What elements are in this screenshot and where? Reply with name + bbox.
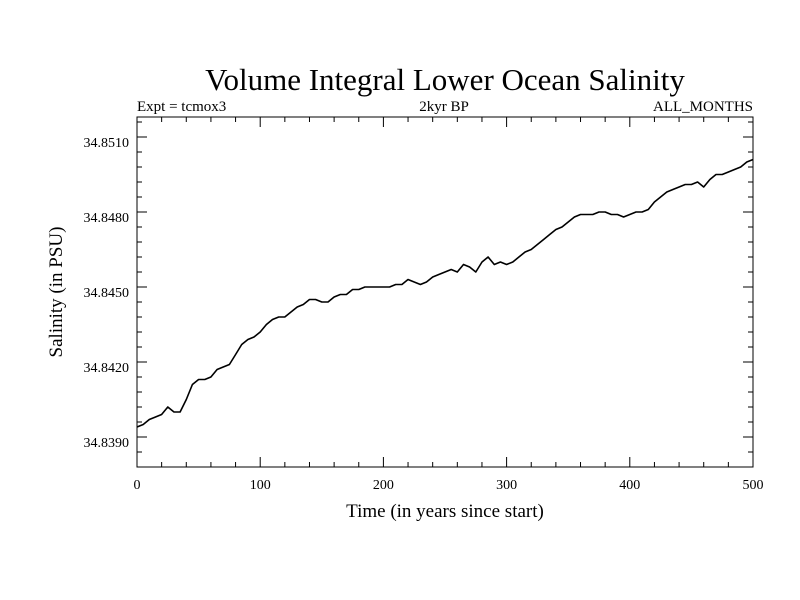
period-label: 2kyr BP xyxy=(419,99,469,115)
experiment-label: Expt = tcmox3 xyxy=(137,99,226,115)
y-tick-label: 34.8420 xyxy=(84,361,130,376)
x-axis-tick-labels: 0 100 200 300 400 500 xyxy=(134,478,764,493)
months-label: ALL_MONTHS xyxy=(653,99,753,115)
x-tick-label: 100 xyxy=(250,478,271,493)
chart-title: Volume Integral Lower Ocean Salinity xyxy=(205,62,685,97)
y-tick-label: 34.8480 xyxy=(84,211,130,226)
x-tick-label: 200 xyxy=(373,478,394,493)
x-tick-label: 500 xyxy=(743,478,764,493)
y-tick-label: 34.8510 xyxy=(84,136,130,151)
y-tick-label: 34.8390 xyxy=(84,436,130,451)
axis-ticks xyxy=(136,117,754,468)
x-tick-label: 300 xyxy=(496,478,517,493)
y-axis-tick-labels: 34.8390 34.8420 34.8450 34.8480 34.8510 xyxy=(84,136,130,451)
y-axis-label: Salinity (in PSU) xyxy=(46,227,67,358)
salinity-series-line xyxy=(136,158,754,428)
x-tick-label: 0 xyxy=(134,478,141,493)
y-tick-label: 34.8450 xyxy=(84,286,130,301)
x-axis-label: Time (in years since start) xyxy=(346,501,544,522)
x-tick-label: 400 xyxy=(619,478,640,493)
plot-frame xyxy=(136,116,754,468)
